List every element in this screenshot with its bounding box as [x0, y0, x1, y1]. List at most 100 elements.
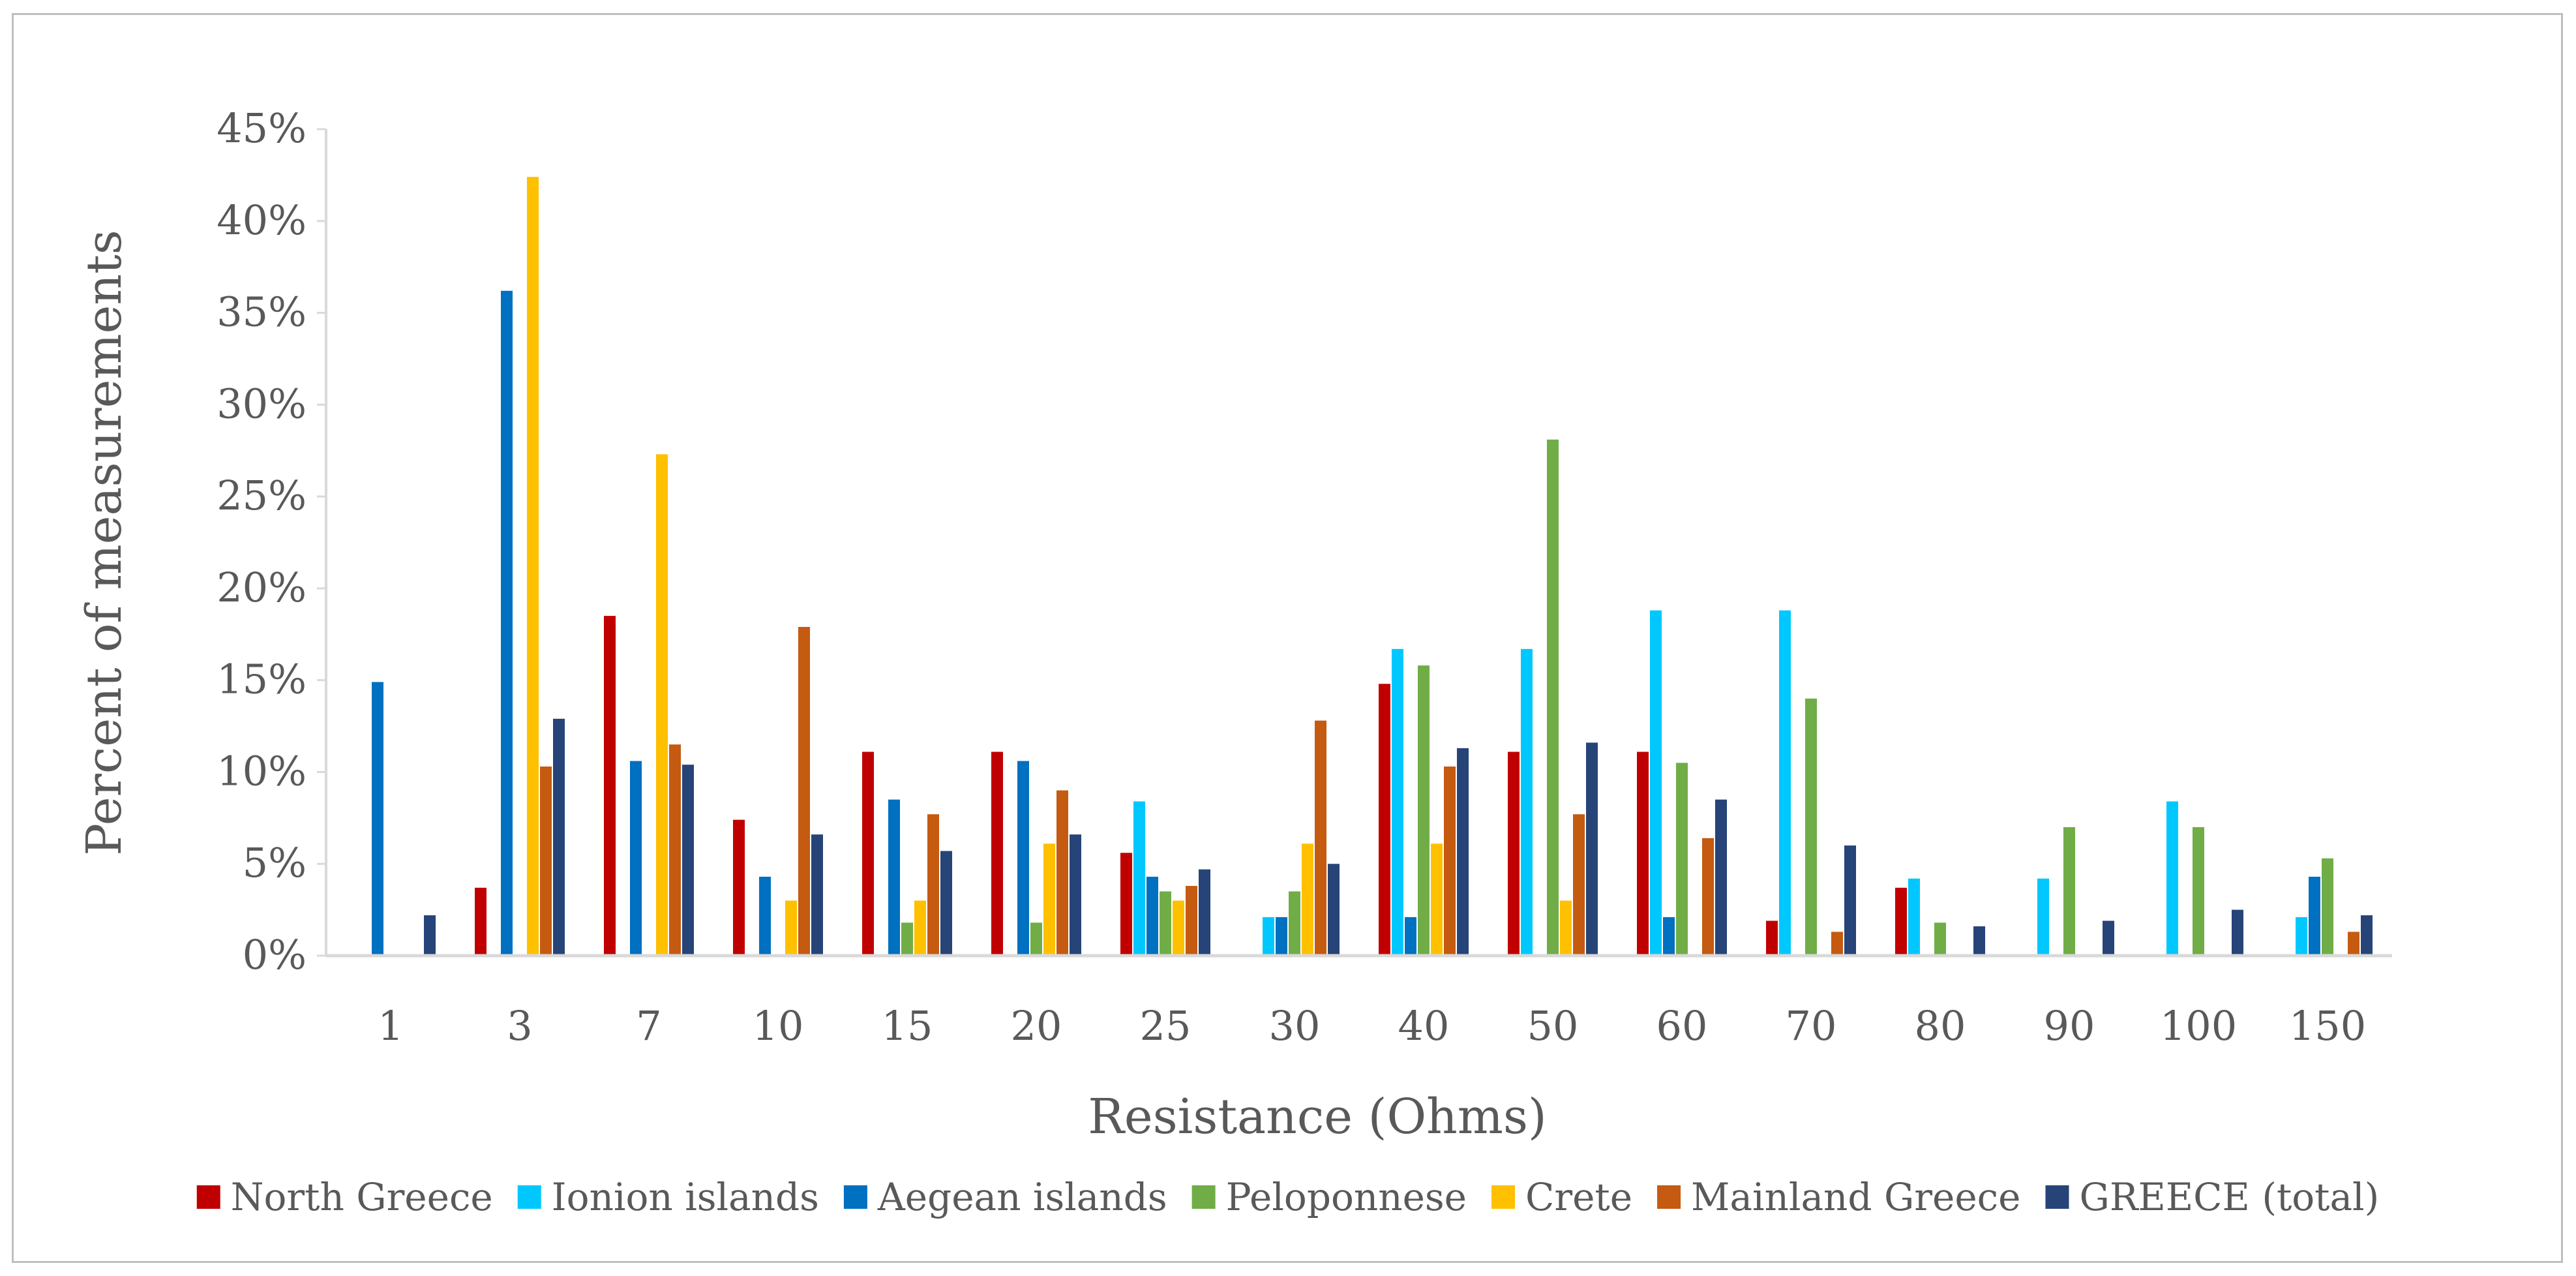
y-tick-label: 10% — [217, 747, 307, 795]
bar — [2361, 915, 2373, 956]
x-tick-label: 20 — [1011, 1002, 1062, 1050]
x-tick-label: 10 — [753, 1002, 804, 1050]
bar — [1120, 853, 1132, 956]
bar — [1431, 843, 1443, 956]
bar — [759, 876, 771, 956]
bar — [733, 819, 745, 956]
legend: North Greece Ionion islands Aegean islands… — [196, 1175, 2379, 1219]
bar — [1715, 799, 1727, 956]
y-tick-label: 20% — [217, 564, 307, 611]
bar — [1702, 838, 1714, 956]
bar — [1146, 876, 1158, 956]
x-tick-labels: 1 3 7 10 15 20 25 30 40 50 60 70 80 90 100 150 — [378, 1002, 2366, 1050]
bar — [1302, 843, 1313, 956]
x-axis-title: Resistance (Ohms) — [1088, 1089, 1547, 1145]
chart-frame — [12, 13, 2563, 1263]
legend-swatch — [1191, 1185, 1216, 1209]
bar — [1199, 869, 1210, 956]
bar — [1560, 900, 1572, 956]
bar — [1766, 920, 1778, 956]
bar — [1908, 878, 1920, 956]
x-tick-label: 30 — [1269, 1002, 1321, 1050]
bar — [1521, 648, 1533, 956]
legend-item: GREECE (total) — [2045, 1175, 2379, 1219]
y-tick-label: 0% — [243, 931, 307, 979]
legend-item: Peloponnese — [1191, 1175, 1467, 1219]
bar — [1418, 665, 1430, 956]
bar — [2037, 878, 2049, 956]
x-tick-label: 70 — [1786, 1002, 1837, 1050]
bar — [927, 814, 939, 956]
bar — [682, 765, 694, 956]
bar — [1070, 834, 1081, 956]
bar — [2103, 920, 2114, 956]
bar — [1056, 790, 1068, 956]
bar — [2193, 827, 2204, 956]
y-tick-label: 15% — [217, 656, 307, 703]
bar — [811, 834, 823, 956]
bar — [1973, 926, 1985, 956]
bar — [1586, 742, 1598, 956]
bar — [2348, 932, 2359, 956]
legend-swatch — [517, 1185, 541, 1209]
bar — [1328, 864, 1340, 956]
x-tick-label: 25 — [1140, 1002, 1191, 1050]
bar — [1663, 917, 1675, 956]
bar — [1457, 748, 1469, 956]
bar — [372, 682, 383, 956]
legend-label: Ionion islands — [552, 1175, 819, 1219]
bar — [798, 627, 810, 956]
x-tick-label: 40 — [1398, 1002, 1450, 1050]
x-tick-label: 3 — [507, 1002, 532, 1050]
bar — [1508, 752, 1520, 956]
bar — [785, 900, 797, 956]
legend-item: Ionion islands — [517, 1175, 819, 1219]
legend-label: GREECE (total) — [2079, 1175, 2379, 1219]
x-tick-label: 90 — [2044, 1002, 2095, 1050]
bar — [1173, 900, 1184, 956]
bar — [991, 752, 1003, 956]
bar — [1779, 610, 1791, 956]
x-tick-label: 50 — [1527, 1002, 1579, 1050]
y-axis-title: Percent of measurements — [76, 230, 132, 855]
bar — [901, 922, 913, 956]
bar — [1637, 752, 1649, 956]
y-tick-label: 40% — [217, 196, 307, 244]
bar — [1315, 720, 1326, 956]
bar — [1831, 932, 1843, 956]
legend-label: Mainland Greece — [1691, 1175, 2020, 1219]
y-tick-label: 25% — [217, 472, 307, 519]
bar — [1444, 766, 1456, 956]
bar — [862, 752, 874, 956]
bar — [2322, 858, 2333, 956]
bar — [553, 718, 565, 956]
legend-swatch — [1657, 1185, 1681, 1209]
bar — [656, 454, 668, 956]
bar — [540, 766, 552, 956]
x-tick-label: 1 — [378, 1002, 403, 1050]
legend-label: North Greece — [231, 1175, 493, 1219]
bar — [1263, 917, 1274, 956]
bar — [501, 290, 513, 956]
bar — [1186, 886, 1197, 956]
bar — [1379, 684, 1390, 956]
bars — [372, 177, 2373, 956]
x-tick-label: 150 — [2289, 1002, 2366, 1050]
bar — [2232, 909, 2243, 956]
x-tick-label: 100 — [2160, 1002, 2237, 1050]
legend-swatch — [196, 1185, 220, 1209]
bar — [1805, 698, 1817, 956]
bar — [1573, 814, 1585, 956]
y-tick-label: 35% — [217, 288, 307, 336]
bar — [1030, 922, 1042, 956]
bar — [1043, 843, 1055, 956]
legend-label: Peloponnese — [1226, 1175, 1467, 1219]
bar — [424, 915, 436, 956]
legend-item: Crete — [1491, 1175, 1632, 1219]
legend-item: Aegean islands — [843, 1175, 1167, 1219]
legend-swatch — [1491, 1185, 1516, 1209]
bar — [1895, 887, 1907, 956]
bar — [1934, 922, 1946, 956]
bar — [1160, 891, 1171, 956]
